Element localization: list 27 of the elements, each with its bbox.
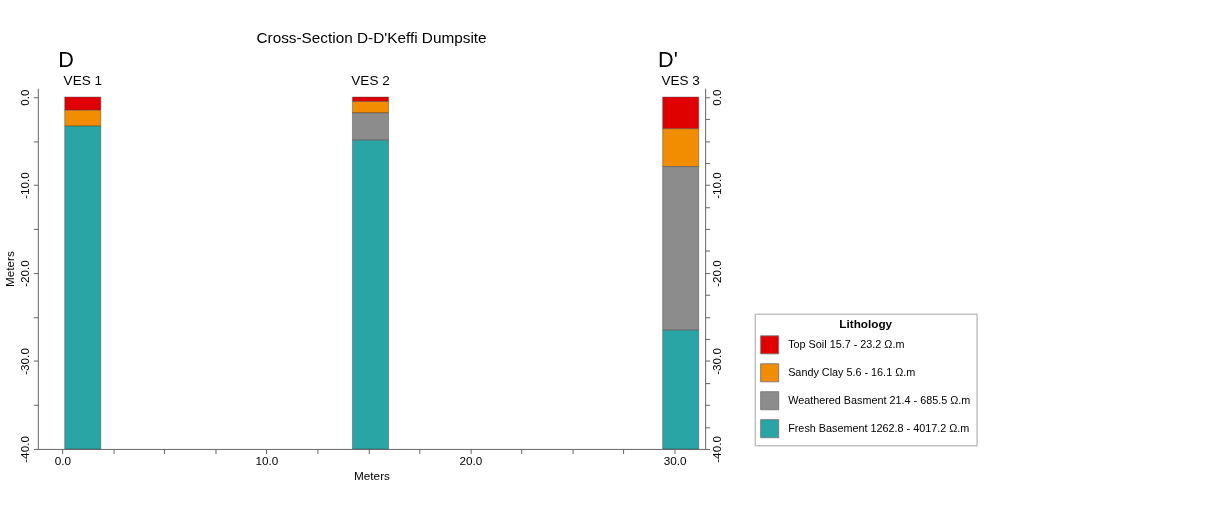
x-axis-title: Meters [354, 469, 391, 483]
x-tick-label: 0.0 [54, 453, 72, 467]
annotation: VES 1 [63, 73, 102, 89]
y-tick-label: -40.0 [18, 435, 32, 463]
x-tick-label: 10.0 [255, 453, 279, 467]
y-tick-label: -30.0 [18, 347, 32, 375]
x-tick-label: 30.0 [663, 453, 687, 467]
legend-label: Weathered Basment 21.4 - 685.5 Ω.m [788, 394, 971, 407]
legend-title: Lithology [839, 317, 893, 331]
y2-tick-label: -20.0 [709, 259, 723, 287]
annotation: VES 3 [661, 73, 700, 89]
annotation: D [58, 47, 74, 73]
legend-label: Sandy Clay 5.6 - 16.1 Ω.m [788, 366, 916, 379]
y2-tick-label: -40.0 [709, 435, 723, 463]
y2-tick-label: 0.0 [709, 88, 723, 106]
legend-label: Fresh Basement 1262.8 - 4017.2 Ω.m [788, 422, 970, 435]
legend-label: Top Soil 15.7 - 23.2 Ω.m [788, 338, 905, 351]
y2-tick-label: -30.0 [709, 347, 723, 375]
annotation: D' [658, 47, 678, 73]
x-tick-label: 20.0 [459, 453, 483, 467]
y-axis-title: Meters [2, 251, 16, 287]
y-tick-label: 0.0 [18, 88, 32, 106]
y-tick-label: -20.0 [18, 259, 32, 287]
chart-title: Cross-Section D-D'Keffi Dumpsite [256, 28, 487, 46]
y-tick-label: -10.0 [18, 171, 32, 199]
y2-tick-label: -10.0 [709, 171, 723, 199]
annotation: VES 2 [351, 73, 390, 89]
